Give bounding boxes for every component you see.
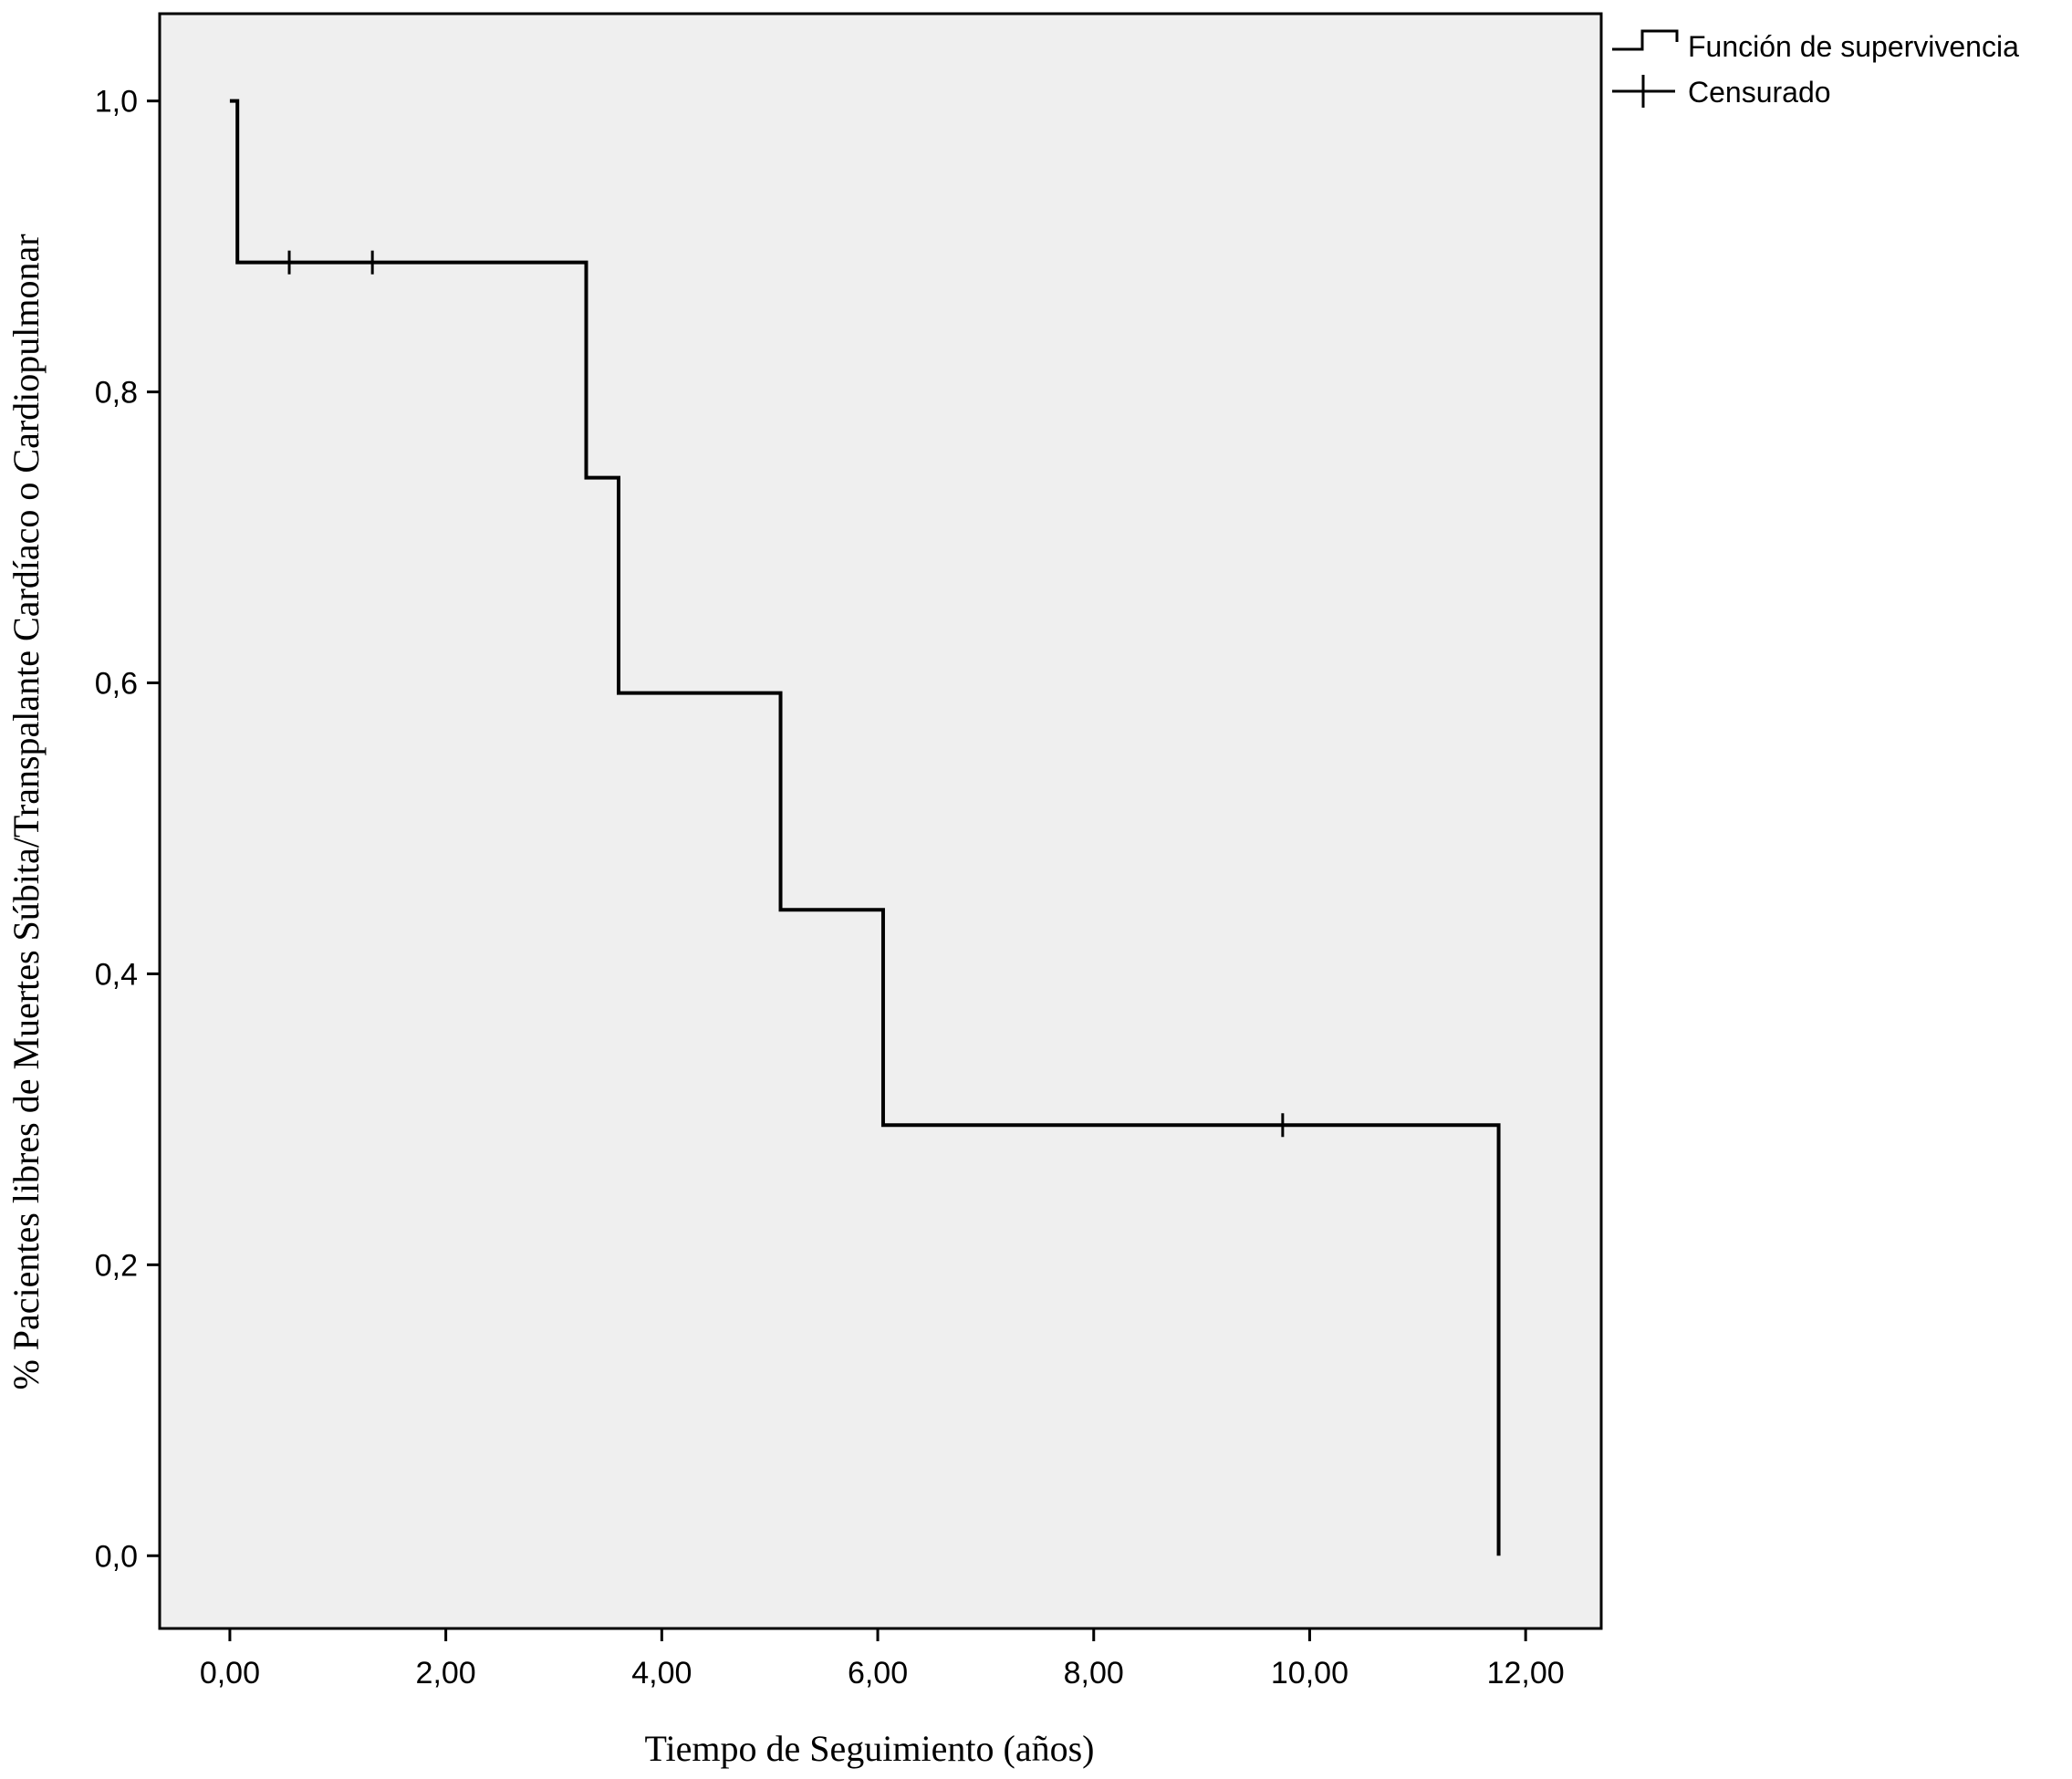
- y-tick-label: 0,0: [95, 1539, 138, 1574]
- legend-step-symbol: [1612, 29, 1679, 51]
- y-tick-label: 0,8: [95, 376, 138, 411]
- x-axis-title: Tiempo de Seguimiento (años): [645, 1728, 1095, 1769]
- series-layer: [229, 99, 1501, 1556]
- x-tick-label: 0,00: [200, 1656, 260, 1691]
- x-axis: 0,00 2,00 4,00 6,00 8,00 10,00 12,00: [200, 1628, 1565, 1691]
- survival-step-line: [229, 99, 1501, 1556]
- y-axis: 0,0 0,2 0,4 0,6 0,8 1,0: [95, 85, 160, 1574]
- y-axis-title: % Pacientes libres de Muertes Súbita/Tra…: [5, 234, 47, 1389]
- y-tick-label: 0,4: [95, 957, 138, 992]
- x-tick-label: 8,00: [1064, 1656, 1124, 1691]
- legend-label-censored: Censurado: [1688, 76, 1831, 109]
- y-tick-label: 0,2: [95, 1248, 138, 1283]
- legend: Función de supervivencia Censurado: [1612, 29, 2019, 109]
- plot-area: [158, 12, 1603, 1630]
- x-tick-label: 4,00: [631, 1656, 692, 1691]
- y-tick-label: 0,6: [95, 667, 138, 702]
- y-tick-label: 1,0: [95, 85, 138, 120]
- legend-label-survival: Función de supervivencia: [1688, 30, 2019, 63]
- x-tick-label: 6,00: [848, 1656, 908, 1691]
- x-tick-label: 2,00: [416, 1656, 476, 1691]
- x-tick-label: 10,00: [1271, 1656, 1348, 1691]
- x-tick-label: 12,00: [1487, 1656, 1565, 1691]
